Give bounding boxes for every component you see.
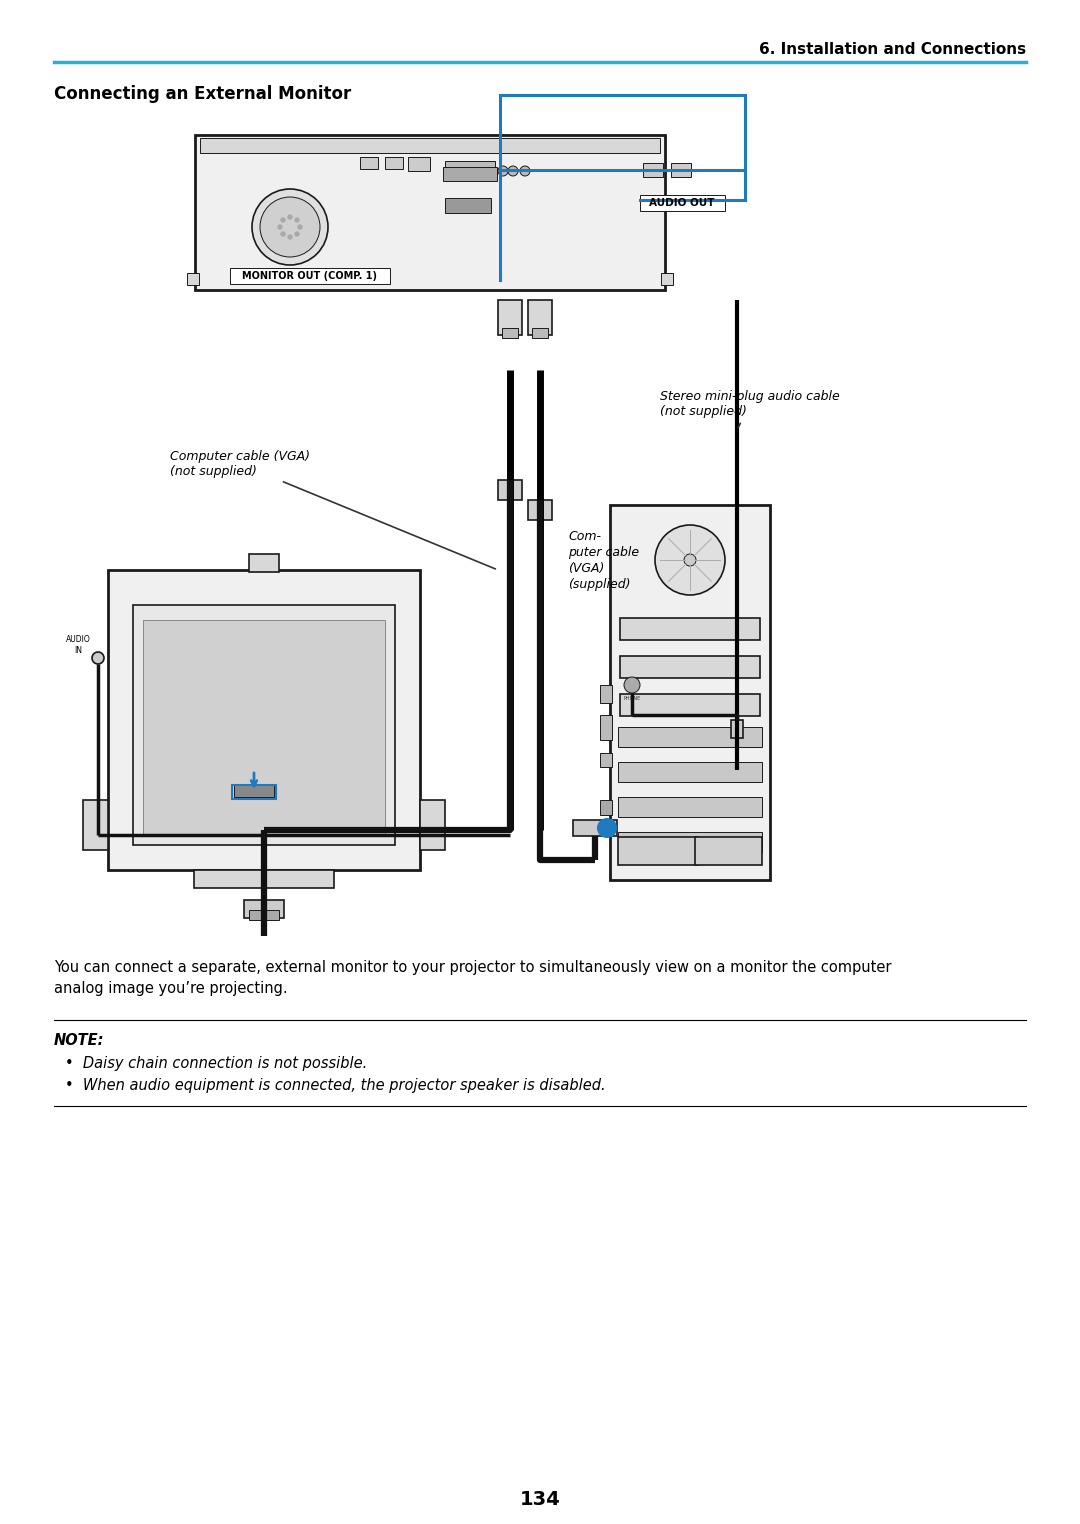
Bar [108, 570, 420, 870]
Bar [234, 785, 274, 797]
Bar [618, 832, 762, 852]
Bar [187, 273, 199, 285]
Circle shape [252, 189, 328, 265]
Bar [731, 719, 743, 738]
Bar [573, 820, 617, 837]
Bar [620, 619, 760, 640]
Bar [620, 693, 760, 716]
Bar [610, 504, 770, 879]
Circle shape [498, 166, 508, 175]
Bar [249, 910, 279, 920]
Text: Connecting an External Monitor: Connecting an External Monitor [54, 85, 351, 104]
Bar [696, 837, 762, 866]
Bar [618, 762, 762, 782]
Text: 6. Installation and Connections: 6. Installation and Connections [759, 43, 1026, 56]
Circle shape [508, 166, 518, 175]
Bar [232, 785, 276, 799]
Bar [498, 480, 522, 500]
Bar [528, 500, 552, 520]
Circle shape [281, 218, 285, 223]
Bar [502, 328, 518, 338]
Bar [618, 837, 698, 866]
Bar [600, 753, 612, 767]
Circle shape [624, 677, 640, 693]
Bar [408, 157, 430, 171]
Text: AUDIO
IN: AUDIO IN [66, 636, 91, 655]
Bar [643, 163, 663, 177]
Bar [230, 268, 390, 283]
Text: Computer cable (VGA)
(not supplied): Computer cable (VGA) (not supplied) [170, 450, 496, 568]
Bar [249, 555, 279, 572]
Circle shape [295, 232, 299, 236]
Text: •  Daisy chain connection is not possible.: • Daisy chain connection is not possible… [65, 1056, 367, 1071]
Bar [445, 162, 495, 178]
Text: Stereo mini-plug audio cable
(not supplied): Stereo mini-plug audio cable (not suppli… [660, 390, 840, 428]
Circle shape [281, 232, 285, 236]
Circle shape [260, 197, 320, 258]
Bar [143, 620, 384, 835]
Bar [384, 157, 403, 169]
Bar [244, 901, 284, 917]
Bar [133, 605, 395, 844]
Text: 134: 134 [519, 1490, 561, 1509]
Text: PHONE: PHONE [623, 696, 640, 701]
Circle shape [92, 652, 104, 664]
Bar [618, 727, 762, 747]
Bar [671, 163, 691, 177]
Bar [532, 328, 548, 338]
Bar [200, 139, 660, 152]
Bar [443, 168, 497, 181]
Text: Com-
puter cable
(VGA)
(supplied): Com- puter cable (VGA) (supplied) [568, 530, 639, 591]
Bar [195, 136, 665, 290]
Bar [618, 797, 762, 817]
Circle shape [684, 555, 696, 565]
Circle shape [598, 818, 616, 837]
Circle shape [654, 524, 725, 594]
Text: MONITOR OUT (COMP. 1): MONITOR OUT (COMP. 1) [243, 271, 378, 280]
Bar [600, 684, 612, 703]
Bar [528, 300, 552, 335]
Circle shape [288, 215, 292, 219]
Text: You can connect a separate, external monitor to your projector to simultaneously: You can connect a separate, external mon… [54, 960, 891, 997]
Circle shape [295, 218, 299, 223]
Bar [360, 157, 378, 169]
Circle shape [288, 235, 292, 239]
Bar [640, 195, 725, 210]
Text: AUDIO OUT: AUDIO OUT [649, 198, 715, 207]
Circle shape [298, 226, 302, 229]
Bar [661, 273, 673, 285]
Bar [600, 800, 612, 815]
Bar [83, 800, 108, 850]
Bar [194, 870, 334, 888]
Bar [620, 655, 760, 678]
Text: •  When audio equipment is connected, the projector speaker is disabled.: • When audio equipment is connected, the… [65, 1077, 606, 1093]
Bar [420, 800, 445, 850]
Circle shape [519, 166, 530, 175]
Circle shape [278, 226, 282, 229]
Bar [445, 198, 491, 213]
Bar [498, 300, 522, 335]
Text: NOTE:: NOTE: [54, 1033, 105, 1049]
Bar [500, 94, 745, 171]
Bar [600, 715, 612, 741]
